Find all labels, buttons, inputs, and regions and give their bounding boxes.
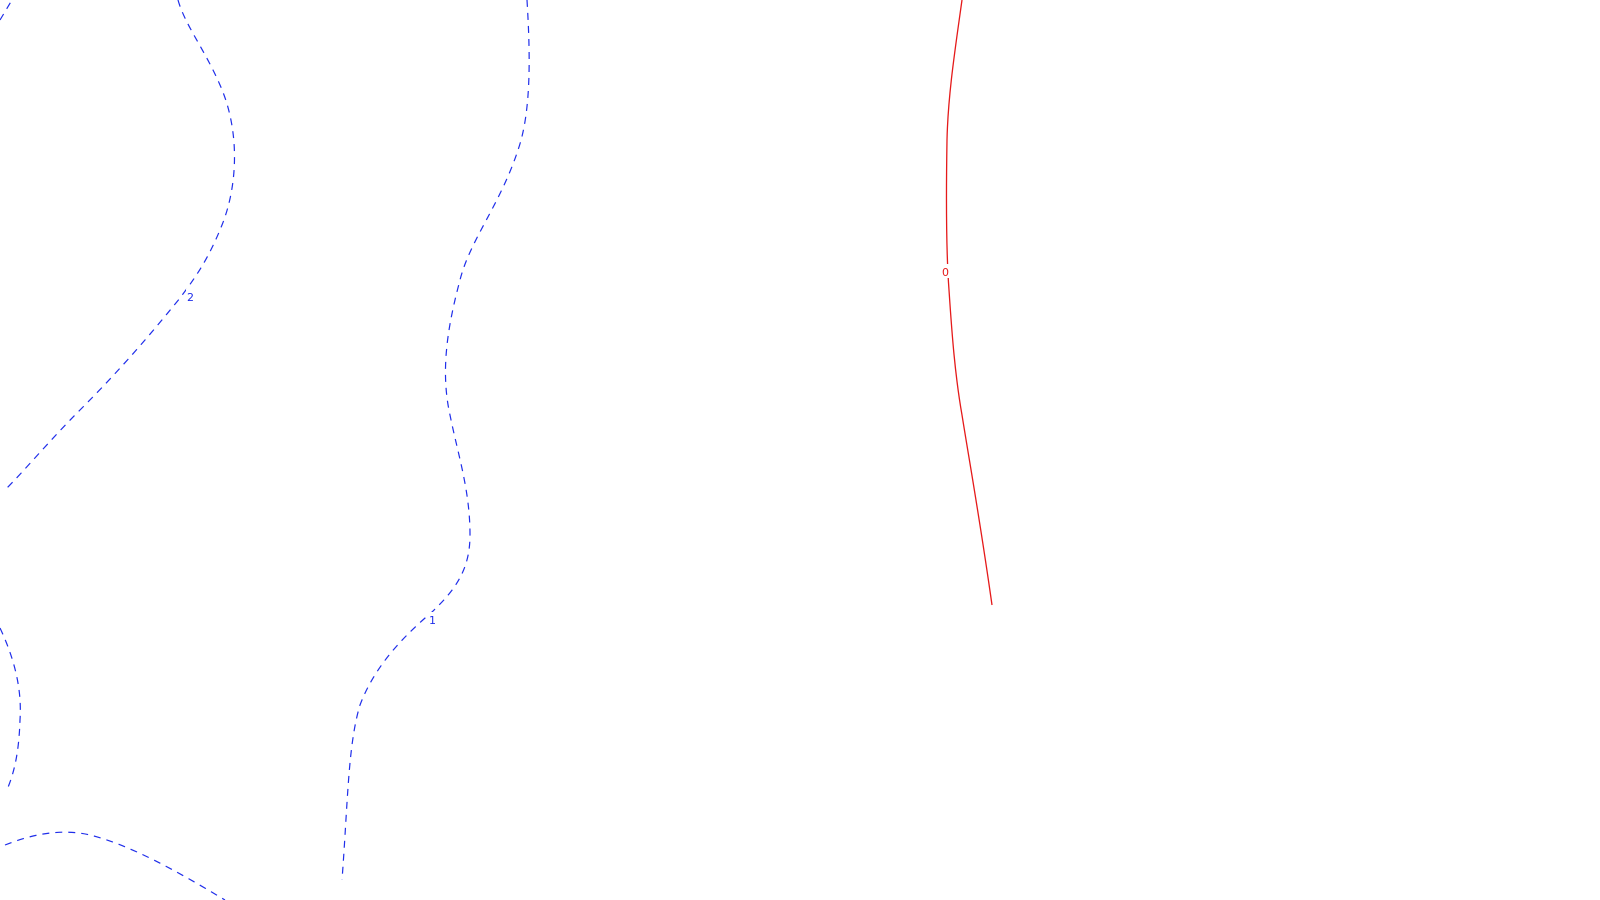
- contour-label-1: 1: [429, 614, 436, 627]
- contour-label-2: 2: [187, 291, 194, 304]
- contour-line-level-1: [341, 0, 530, 881]
- contour-label-0: 0: [942, 266, 949, 279]
- contour-line-top-left-fragment: [0, 0, 13, 21]
- contour-line-level-2: [4, 0, 236, 491]
- contour-line-lower-left-fragment: [0, 627, 21, 793]
- contour-line-bottom-arc: [4, 831, 226, 900]
- contour-line-level-0: [945, 0, 993, 606]
